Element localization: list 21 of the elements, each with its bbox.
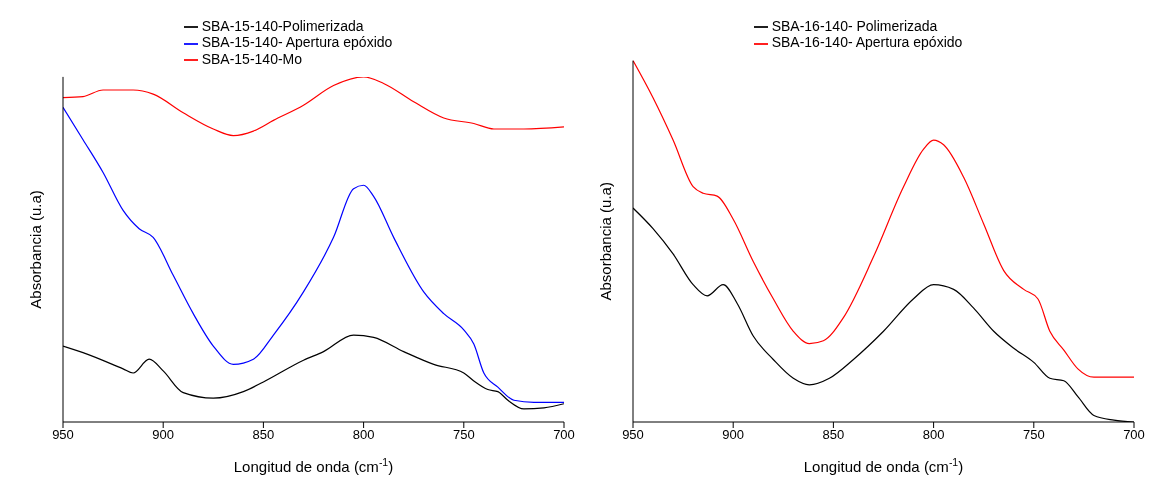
y-axis-title: Absorbancia (u.a) (597, 182, 615, 301)
x-tick-label: 750 (1022, 427, 1045, 443)
legend-label: SBA-16-140- Apertura epóxido (771, 34, 963, 51)
legend-label: SBA-15-140- Apertura epóxido (201, 34, 393, 51)
legend-label: SBA-16-140- Polimerizada (771, 18, 938, 34)
y-axis-title: Absorbancia (u.a) (27, 190, 45, 309)
x-axis-title: Longitud de onda (cm$^{-1}$) (233, 456, 394, 475)
x-tick-label: 950 (52, 427, 74, 443)
x-tick-label: 850 (822, 427, 845, 443)
legend-label: SBA-15-140-Mo (201, 50, 303, 67)
x-tick-label: 900 (152, 427, 175, 443)
x-tick-label: 700 (1123, 427, 1145, 443)
x-tick-label: 900 (722, 427, 745, 443)
x-tick-label: 950 (622, 427, 644, 443)
x-tick-label: 850 (252, 427, 275, 443)
x-axis-title: Longitud de onda (cm$^{-1}$) (803, 456, 964, 475)
legend-label: SBA-15-140-Polimerizada (201, 18, 364, 34)
x-tick-label: 700 (553, 427, 575, 443)
x-tick-label: 800 (922, 427, 945, 443)
x-tick-label: 750 (452, 427, 475, 443)
x-tick-label: 800 (352, 427, 375, 443)
